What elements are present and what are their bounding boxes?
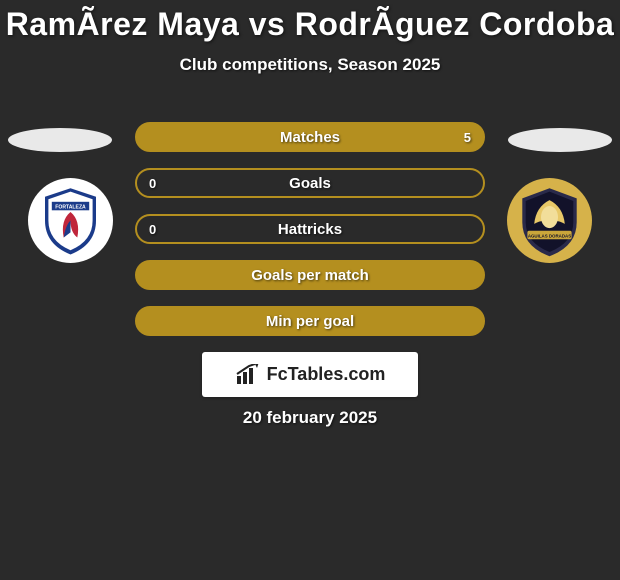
left-platform-ellipse — [8, 128, 112, 152]
row-gpm-label: Goals per match — [251, 267, 369, 284]
right-platform-ellipse — [508, 128, 612, 152]
date-label: 20 february 2025 — [0, 408, 620, 428]
bar-chart-icon — [235, 364, 261, 386]
row-matches-label: Matches — [280, 129, 340, 146]
row-hattricks: 0 Hattricks — [135, 214, 485, 244]
row-hattricks-label: Hattricks — [278, 221, 342, 238]
aguilas-doradas-badge-icon: AGUILAS DORADAS — [507, 178, 592, 263]
row-goals-label: Goals — [289, 175, 331, 192]
branding-label: FcTables.com — [267, 364, 386, 385]
right-team-badge: AGUILAS DORADAS — [507, 178, 592, 263]
row-matches-right-value: 5 — [464, 130, 471, 145]
branding-box[interactable]: FcTables.com — [202, 352, 418, 397]
comparison-card: RamÃ­rez Maya vs RodrÃ­guez Cordoba Club… — [0, 0, 620, 580]
page-title: RamÃ­rez Maya vs RodrÃ­guez Cordoba — [0, 6, 620, 43]
row-hattricks-left-value: 0 — [149, 222, 156, 237]
svg-text:FORTALEZA: FORTALEZA — [55, 205, 86, 211]
row-goals-per-match: Goals per match — [135, 260, 485, 290]
left-team-badge: FORTALEZA — [28, 178, 113, 263]
fortaleza-badge-icon: FORTALEZA — [28, 178, 113, 263]
row-mpg-label: Min per goal — [266, 313, 354, 330]
row-matches: Matches 5 — [135, 122, 485, 152]
row-min-per-goal: Min per goal — [135, 306, 485, 336]
aguilas-caption: AGUILAS DORADAS — [528, 234, 571, 239]
stat-rows: Matches 5 0 Goals 0 Hattricks Goals per … — [135, 122, 485, 352]
row-goals-left-value: 0 — [149, 176, 156, 191]
subtitle: Club competitions, Season 2025 — [0, 55, 620, 75]
row-goals: 0 Goals — [135, 168, 485, 198]
